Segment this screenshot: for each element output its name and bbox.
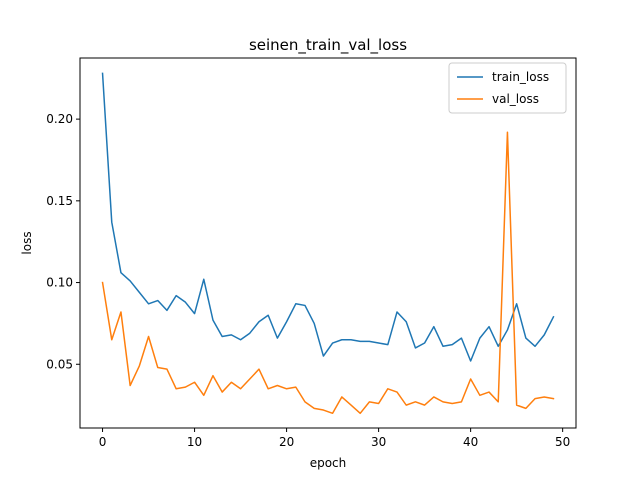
x-tick-label: 40: [463, 435, 478, 449]
y-tick-label: 0.05: [46, 357, 73, 371]
x-tick-label: 30: [371, 435, 386, 449]
plot-area: [101, 72, 555, 415]
x-axis-ticks: 0 10 20 30 40 50: [99, 428, 570, 449]
y-tick-label: 0.15: [46, 194, 73, 208]
y-tick-label: 0.10: [46, 276, 73, 290]
axes-frame: [79, 57, 577, 429]
y-axis-ticks: 0.05 0.10 0.15 0.20: [46, 112, 80, 371]
x-tick-label: 0: [99, 435, 107, 449]
x-tick-label: 50: [555, 435, 570, 449]
x-tick-label: 20: [279, 435, 294, 449]
legend-box: [448, 62, 567, 114]
series-line-train-loss: [101, 72, 555, 362]
legend-label-val-loss: val_loss: [492, 92, 539, 106]
y-tick-label: 0.20: [46, 112, 73, 126]
legend-label-train-loss: train_loss: [492, 70, 549, 84]
series-line-val-loss: [101, 131, 555, 415]
x-axis-label: epoch: [310, 456, 347, 470]
legend: train_loss val_loss: [448, 62, 567, 114]
y-axis-label: loss: [20, 231, 34, 254]
x-tick-label: 10: [187, 435, 202, 449]
chart-title: seinen_train_val_loss: [249, 36, 407, 55]
